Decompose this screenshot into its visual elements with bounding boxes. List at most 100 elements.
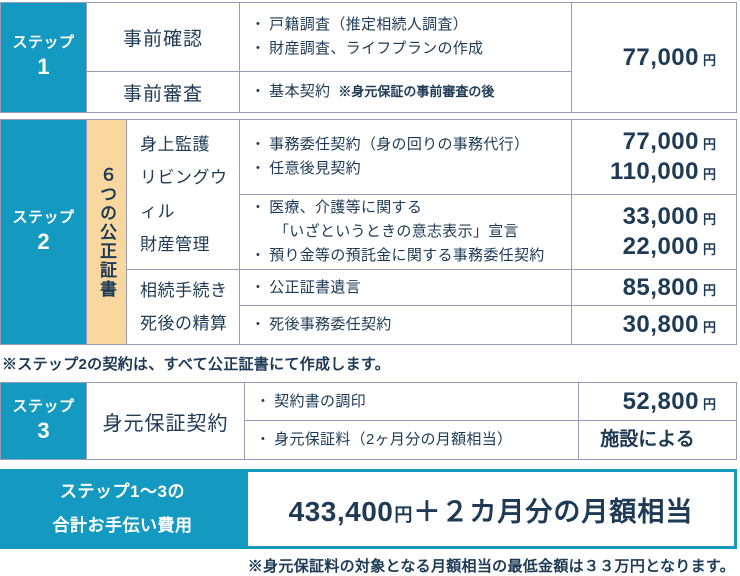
list-item: • 公正証書遺言 [256,276,563,300]
bullet-icon: • [256,249,261,261]
item-text: 契約書の調印 [274,392,366,410]
step2-price-rowC: 85,800 円 [572,270,736,306]
price-unit: 円 [702,282,716,298]
item-text: 公正証書遺言 [269,278,361,296]
list-item: • 戸籍調査（推定相続人調査） [256,13,563,37]
price-amount: 77,000 [622,128,699,155]
total-suffix: ＋２カ月分の月額相当 [413,496,694,527]
list-item: • 任意後見契約 [256,157,563,181]
price-amount: 77,000 [622,43,699,71]
category-line: 死後の精算 [140,314,228,333]
total-label: ステップ1〜3の 合計お手伝い費用 [0,469,245,549]
step2-table: ステップ 2 ６つの公正証書 身上監護 リビングウィル 財産管理 • 事務委任契… [0,119,737,345]
total-row: ステップ1〜3の 合計お手伝い費用 433,400 円 ＋２カ月分の月額相当 [0,469,737,549]
step2-price-rowD: 30,800 円 [572,306,736,344]
total-unit: 円 [394,504,413,525]
category-line: リビングウィル [140,168,228,221]
notarial-deeds-banner: ６つの公正証書 [87,120,127,344]
step3-badge: ステップ 3 [1,383,87,459]
step2-price-rowB: 33,000 円 22,000 円 [572,195,736,270]
total-label-line: ステップ1〜3の [60,482,185,501]
step2-items-rowB: • 医療、介護等に関する 「いざというときの意志表示」宣言 • 預り金等の預託金… [240,195,572,270]
price-amount: 110,000 [610,158,699,185]
step-label: ステップ [12,397,75,415]
step2-items-rowA: • 事務委任契約（身の回りの事務代行） • 任意後見契約 [240,120,572,195]
step-label: ステップ [12,208,75,226]
step-number: 2 [37,228,50,254]
step1-category-screening: 事前審査 [87,72,240,112]
bullet-icon: • [256,162,261,174]
step-label: ステップ [12,34,75,52]
list-item: • 財産調査、ライフプランの作成 [256,37,563,61]
step3-items-row1: • 契約書の調印 [245,383,579,421]
bullet-icon: • [256,85,261,97]
step3-price-row2: 施設による [579,421,736,459]
total-box: 433,400 円 ＋２カ月分の月額相当 [245,469,737,549]
price-amount: 85,800 [622,273,699,301]
bullet-icon: • [256,138,261,150]
price-line: 85,800 円 [623,273,716,303]
step3-category: 身元保証契約 [87,383,245,459]
item-text: 事務委任契約（身の回りの事務代行） [269,136,530,153]
price-unit: 円 [702,137,716,152]
price-line: 22,000 円 [623,232,716,262]
bullet-icon: • [256,18,261,30]
item-text: 任意後見契約 [269,160,361,177]
category-line: 相続手続き [140,280,228,300]
item-text: 医療、介護等に関する [269,199,423,216]
bullet-icon: • [261,394,266,407]
step3-items-row2: • 身元保証料（2ヶ月分の月額相当） [245,421,579,459]
step1-items-precheck: • 戸籍調査（推定相続人調査） • 財産調査、ライフプランの作成 [240,3,572,72]
price-amount: 52,800 [622,387,699,415]
bottom-note: ※身元保証料の対象となる月額相当の最低金額は３３万円となります。 [247,558,735,575]
step1-badge: ステップ 1 [1,3,87,112]
step2-price-rowA: 77,000 円 110,000 円 [572,120,736,195]
list-item: • 基本契約 ※身元保証の事前審査の後 [256,80,563,104]
list-item: • 死後事務委任契約 [256,313,563,337]
step1-category-precheck: 事前確認 [87,3,240,72]
step1-price: 77,000 円 [572,3,736,112]
bullet-icon: • [256,201,261,213]
item-text: 死後事務委任契約 [269,316,392,333]
total-amount-line: 433,400 円 ＋２カ月分の月額相当 [289,490,694,529]
bullet-icon: • [256,318,261,330]
item-text: 戸籍調査（推定相続人調査） [269,16,469,33]
price-amount: 30,800 [622,311,699,338]
item-note: ※身元保証の事前審査の後 [338,84,495,99]
bullet-icon: • [256,280,261,293]
price-line: 110,000 円 [610,157,716,187]
bullet-icon: • [256,42,261,54]
list-item: • 契約書の調印 [261,390,570,414]
step3-price-row1: 52,800 円 [579,383,736,421]
item-text: 身元保証料（2ヶ月分の月額相当） [274,431,513,448]
step2-items-rowD: • 死後事務委任契約 [240,306,572,344]
item-text-continued: 「いざというときの意志表示」宣言 [274,223,519,240]
price-amount: 33,000 [622,203,699,230]
total-label-line: 合計お手伝い費用 [52,516,193,535]
price-unit: 円 [702,52,716,68]
step2-note: ※ステップ2の契約は、すべて公正証書にて作成します。 [2,356,390,373]
price-unit: 円 [702,320,716,335]
step2-badge: ステップ 2 [1,120,87,344]
price-unit: 円 [702,242,716,257]
step1-table: ステップ 1 事前確認 • 戸籍調査（推定相続人調査） • 財産調査、ライフプラ… [0,2,737,113]
list-item: • 身元保証料（2ヶ月分の月額相当） [261,428,570,452]
list-item: • 事務委任契約（身の回りの事務代行） [256,133,563,157]
step1-items-screening: • 基本契約 ※身元保証の事前審査の後 [240,72,572,112]
category-line: 身上監護 [140,135,210,155]
price-line: 77,000 円 [623,43,716,73]
step3-table: ステップ 3 身元保証契約 • 契約書の調印 52,800 円 • 身元保証料（… [0,382,737,460]
step-number: 3 [37,417,50,443]
item-text: 預り金等の預託金に関する事務委任契約 [269,247,545,264]
price-unit: 円 [702,167,716,182]
price-unit: 円 [702,212,716,227]
price-text: 施設による [600,429,695,451]
price-unit: 円 [702,396,716,412]
price-amount: 22,000 [622,233,699,260]
price-line: 52,800 円 [623,387,716,417]
vertical-label: ６つの公正証書 [97,165,116,299]
price-line: 77,000 円 [623,127,716,157]
item-text: 財産調査、ライフプランの作成 [269,40,484,57]
category-line: 財産管理 [140,234,210,254]
step2-category-inheritance: 相続手続き 死後の精算 [127,270,240,344]
